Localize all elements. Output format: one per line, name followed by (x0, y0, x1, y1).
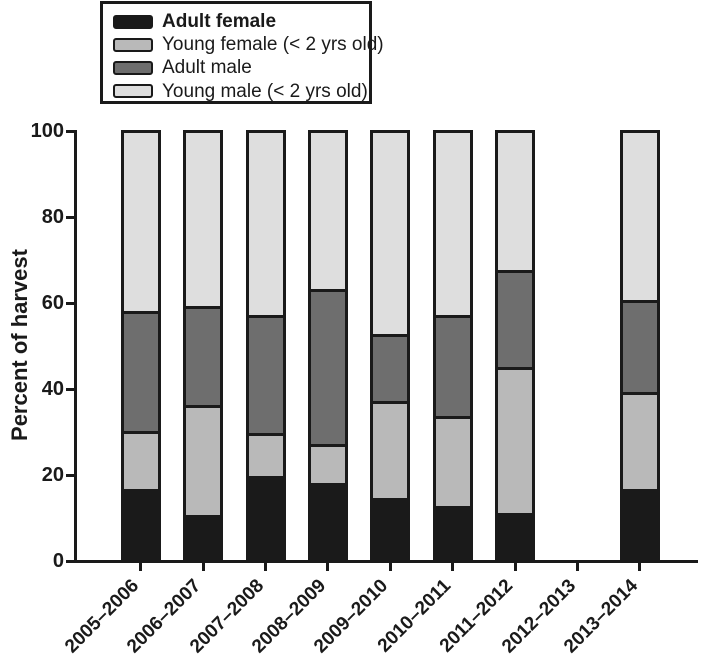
segment-adult-female-2005-2006 (120, 489, 161, 560)
segment-adult-female-2013-2014 (619, 489, 660, 560)
segment-adult-male-2008-2009 (307, 289, 348, 447)
segment-young-male-2-yrs-old-2010-2011 (432, 130, 473, 318)
legend-item-adult-male: Adult male (103, 56, 369, 79)
segment-young-male-2-yrs-old-2007-2008 (245, 130, 286, 318)
bar-2011-2012 (495, 130, 536, 560)
segment-young-male-2-yrs-old-2011-2012 (495, 130, 536, 273)
x-axis-line (74, 560, 698, 563)
legend-label-young-female: Young female (< 2 yrs old) (162, 34, 384, 56)
segment-young-male-2-yrs-old-2008-2009 (307, 130, 348, 293)
y-tick-40 (66, 388, 74, 391)
segment-adult-female-2006-2007 (183, 514, 224, 560)
x-tick-2008-2009 (326, 563, 330, 571)
bar-2013-2014 (619, 130, 660, 560)
y-tick-label-60: 60 (41, 292, 64, 314)
segment-adult-male-2011-2012 (495, 269, 536, 370)
segment-adult-male-2009-2010 (370, 334, 411, 404)
segment-young-female-2-yrs-old-2008-2009 (307, 443, 348, 486)
segment-young-male-2-yrs-old-2013-2014 (619, 130, 660, 303)
segment-adult-female-2010-2011 (432, 506, 473, 560)
x-tick-2010-2011 (451, 563, 455, 571)
bar-2010-2011 (432, 130, 473, 560)
y-tick-label-40: 40 (41, 378, 64, 400)
segment-young-female-2-yrs-old-2010-2011 (432, 415, 473, 510)
segment-young-female-2-yrs-old-2005-2006 (120, 431, 161, 493)
y-tick-label-80: 80 (41, 206, 64, 228)
segment-adult-male-2006-2007 (183, 306, 224, 409)
x-tick-2013-2014 (638, 563, 642, 571)
segment-adult-male-2010-2011 (432, 314, 473, 419)
legend-swatch-adult-male (113, 60, 153, 75)
y-tick-20 (66, 474, 74, 477)
legend-swatch-young-female (113, 37, 153, 52)
bar-2007-2008 (245, 130, 286, 560)
segment-adult-male-2005-2006 (120, 310, 161, 434)
x-tick-2006-2007 (201, 563, 205, 571)
bar-2008-2009 (307, 130, 348, 560)
x-tick-2009-2010 (388, 563, 392, 571)
y-tick-100 (66, 130, 74, 133)
y-axis-title: Percent of harvest (7, 249, 32, 441)
legend-swatch-adult-female (113, 14, 153, 29)
bar-2009-2010 (370, 130, 411, 560)
legend-item-adult-female: Adult female (103, 10, 369, 33)
segment-young-male-2-yrs-old-2005-2006 (120, 130, 161, 314)
bar-2005-2006 (120, 130, 161, 560)
segment-adult-male-2007-2008 (245, 314, 286, 437)
y-tick-60 (66, 302, 74, 305)
segment-adult-female-2011-2012 (495, 512, 536, 560)
segment-young-male-2-yrs-old-2009-2010 (370, 130, 411, 338)
x-tick-2012-2013 (576, 563, 579, 571)
segment-young-female-2-yrs-old-2006-2007 (183, 405, 224, 518)
segment-adult-female-2007-2008 (245, 476, 286, 560)
x-tick-2007-2008 (264, 563, 267, 571)
y-tick-label-100: 100 (30, 120, 64, 142)
legend-item-young-female: Young female (< 2 yrs old) (103, 33, 384, 56)
segment-adult-male-2013-2014 (619, 299, 660, 396)
legend-label-adult-female: Adult female (162, 11, 277, 33)
segment-young-male-2-yrs-old-2006-2007 (183, 130, 224, 310)
x-tick-2005-2006 (139, 563, 143, 571)
legend-item-young-male: Young male (< 2 yrs old) (103, 80, 369, 103)
legend-label-young-male: Young male (< 2 yrs old) (162, 80, 368, 102)
segment-young-female-2-yrs-old-2013-2014 (619, 392, 660, 493)
segment-young-female-2-yrs-old-2009-2010 (370, 400, 411, 501)
segment-adult-female-2008-2009 (307, 482, 348, 560)
legend-label-adult-male: Adult male (162, 57, 252, 79)
segment-young-female-2-yrs-old-2011-2012 (495, 366, 536, 516)
x-tick-2011-2012 (513, 563, 517, 571)
bar-2006-2007 (183, 130, 224, 560)
segment-adult-female-2009-2010 (370, 497, 411, 560)
segment-young-female-2-yrs-old-2007-2008 (245, 433, 286, 480)
y-tick-label-20: 20 (41, 464, 64, 486)
y-tick-label-0: 0 (52, 550, 64, 572)
y-tick-80 (66, 216, 74, 219)
y-axis-line (74, 130, 77, 563)
legend: Adult female Young female (< 2 yrs old) … (100, 1, 384, 104)
legend-swatch-young-male (113, 84, 153, 99)
y-tick-0 (66, 560, 74, 563)
